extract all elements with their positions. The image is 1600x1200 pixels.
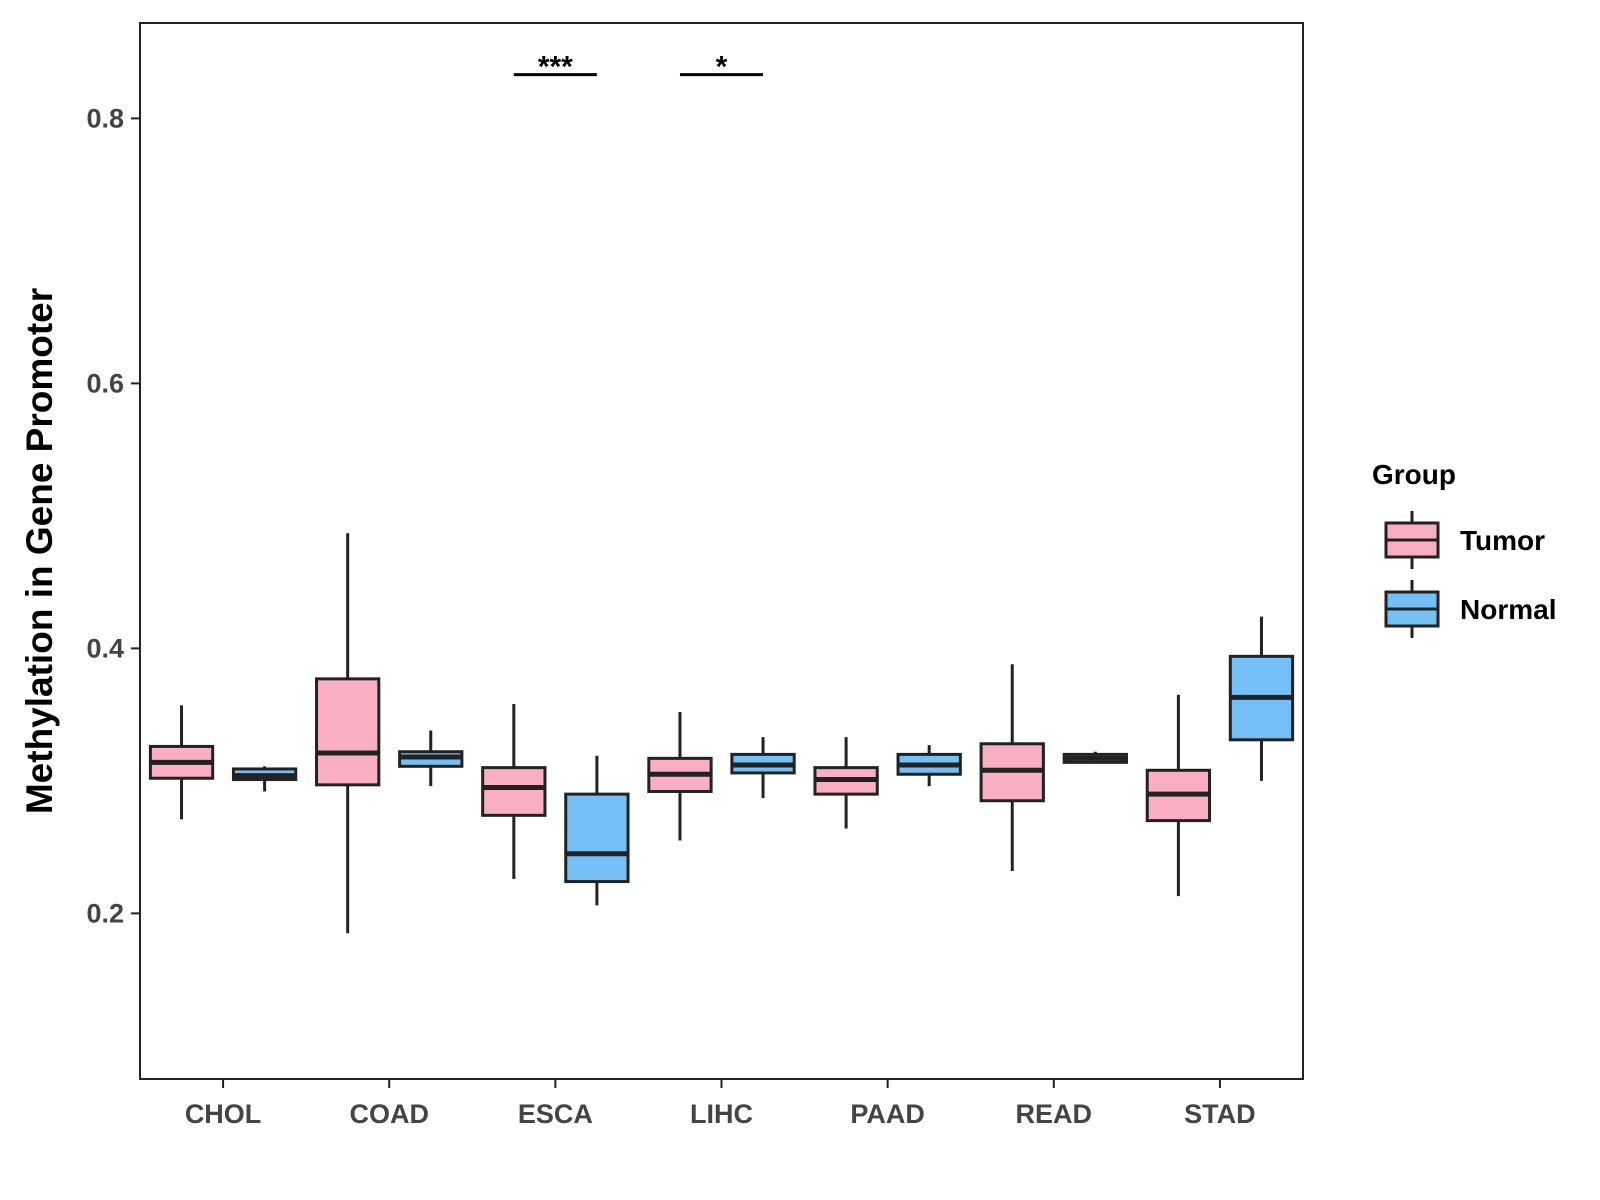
box-normal-chol [231, 766, 298, 792]
x-tick-label-chol: CHOL [185, 1099, 262, 1129]
y-tick-label: 0.4 [86, 633, 124, 663]
x-tick-label-paad: PAAD [850, 1099, 925, 1129]
legend-label-normal: Normal [1460, 594, 1556, 625]
x-axis: CHOL COAD ESCA LIHC PAAD READ STAD [185, 1079, 1256, 1129]
x-tick-label-read: READ [1016, 1099, 1093, 1129]
box-normal-paad [896, 745, 962, 787]
box-iqr [315, 677, 381, 787]
box-tumor-stad [1145, 694, 1212, 897]
box-normal-read [1062, 751, 1128, 764]
box-tumor-esca [481, 704, 547, 879]
x-tick-label-stad: STAD [1184, 1099, 1256, 1129]
legend-title: Group [1372, 459, 1456, 490]
legend-item-tumor: Tumor [1384, 511, 1545, 569]
significance-label: * [716, 51, 728, 84]
box-normal-esca [564, 755, 630, 906]
y-axis-title: Methylation in Gene Promoter [19, 288, 60, 814]
box-normal-stad [1228, 616, 1295, 781]
box-tumor-chol [148, 705, 215, 820]
legend: Group Tumor Normal [1372, 459, 1556, 638]
x-tick-label-lihc: LIHC [690, 1099, 753, 1129]
x-tick-label-esca: ESCA [518, 1099, 593, 1129]
box-tumor-coad [315, 533, 381, 934]
x-tick-label-coad: COAD [349, 1099, 429, 1129]
y-tick-label: 0.6 [86, 368, 124, 398]
box-iqr [564, 792, 630, 884]
legend-label-tumor: Tumor [1460, 525, 1545, 556]
box-series-group [148, 533, 1295, 934]
box-normal-coad [398, 730, 464, 787]
box-tumor-lihc [647, 711, 713, 841]
y-axis: 0.2 0.4 0.6 0.8 [86, 103, 140, 928]
box-normal-lihc [730, 737, 796, 799]
significance-label: *** [538, 51, 573, 84]
y-tick-label: 0.2 [86, 898, 124, 928]
y-tick-label: 0.8 [86, 103, 124, 133]
box-tumor-paad [813, 737, 879, 829]
legend-item-normal: Normal [1384, 580, 1556, 638]
significance-annotations: *** * [513, 51, 764, 84]
box-tumor-read [979, 664, 1045, 871]
box-iqr [481, 766, 547, 817]
